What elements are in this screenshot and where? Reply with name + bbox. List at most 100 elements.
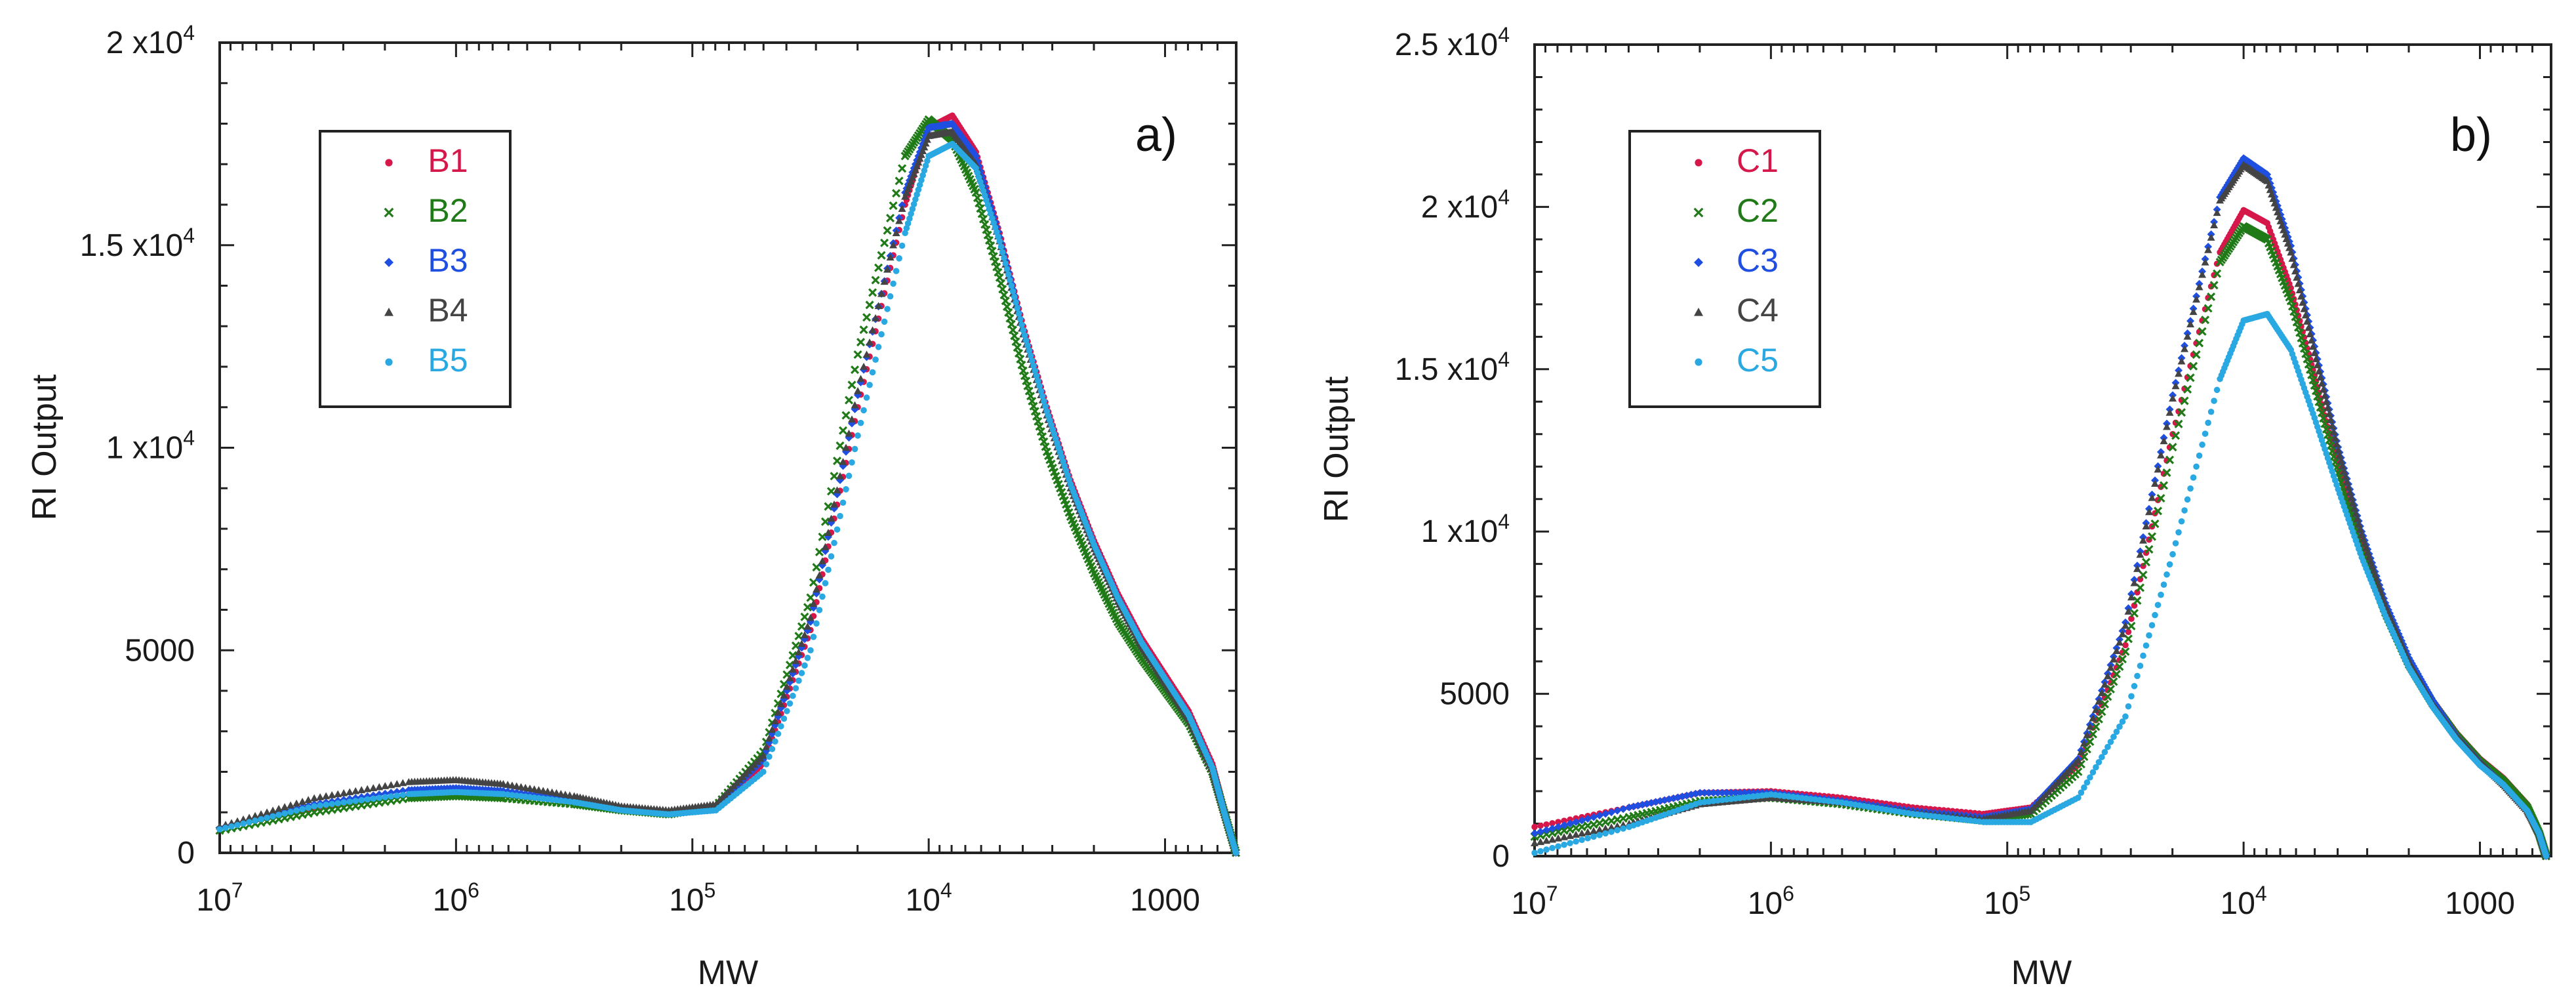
point-C4 bbox=[2284, 239, 2292, 247]
point-C5 bbox=[2131, 683, 2138, 689]
point-C4 bbox=[2169, 394, 2177, 402]
point-C5 bbox=[1561, 841, 1567, 848]
point-C4 bbox=[2213, 209, 2221, 216]
point-B2 bbox=[838, 426, 848, 435]
point-C5 bbox=[2093, 764, 2099, 771]
point-B2 bbox=[874, 263, 883, 272]
point-C4 bbox=[2171, 382, 2180, 390]
point-B4 bbox=[251, 812, 260, 819]
point-B4 bbox=[771, 717, 779, 725]
point-C3 bbox=[1714, 789, 1722, 797]
point-C4 bbox=[2163, 422, 2171, 430]
point-C4 bbox=[1560, 832, 1569, 840]
point-C4 bbox=[2279, 226, 2287, 234]
point-B5 bbox=[1039, 392, 1046, 400]
point-B2 bbox=[1010, 331, 1019, 340]
point-B5 bbox=[872, 356, 879, 363]
point-C1 bbox=[2131, 602, 2138, 609]
point-B5 bbox=[293, 807, 300, 814]
point-C4 bbox=[2362, 544, 2371, 552]
point-C4 bbox=[2368, 562, 2377, 569]
point-C4 bbox=[2347, 493, 2356, 501]
point-B5 bbox=[264, 814, 270, 821]
point-B5 bbox=[819, 593, 826, 600]
point-C4 bbox=[2282, 235, 2291, 243]
point-C4 bbox=[2139, 536, 2147, 544]
point-B2 bbox=[1013, 343, 1022, 352]
point-B5 bbox=[358, 796, 365, 804]
point-B5 bbox=[903, 225, 910, 232]
point-C4 bbox=[2266, 186, 2274, 194]
point-C2 bbox=[2115, 662, 2124, 671]
point-C3 bbox=[1718, 789, 1727, 797]
x-axis-title-a: MW bbox=[698, 954, 758, 992]
point-B5 bbox=[849, 459, 855, 466]
point-C4 bbox=[2289, 260, 2298, 268]
point-B5 bbox=[299, 806, 306, 813]
point-B4 bbox=[883, 265, 892, 273]
point-B2 bbox=[794, 632, 803, 641]
point-B5 bbox=[1232, 850, 1239, 856]
legend-label-B1: B1 bbox=[428, 142, 468, 179]
point-C5 bbox=[1620, 825, 1626, 832]
point-C4 bbox=[1531, 839, 1539, 847]
point-C4 bbox=[2275, 213, 2284, 220]
plot-frame-b bbox=[1533, 43, 2552, 857]
point-B4 bbox=[263, 808, 272, 816]
point-B4 bbox=[886, 253, 895, 261]
point-B5 bbox=[1041, 398, 1047, 405]
point-B5 bbox=[1037, 388, 1045, 394]
point-C2 bbox=[1589, 820, 1598, 829]
point-B4 bbox=[874, 302, 883, 310]
point-C4 bbox=[2334, 446, 2343, 454]
point-B5 bbox=[914, 191, 920, 198]
point-C4 bbox=[2124, 607, 2133, 615]
point-B5 bbox=[807, 647, 814, 654]
point-C4 bbox=[2285, 243, 2293, 251]
point-C5 bbox=[1608, 829, 1615, 835]
point-B4 bbox=[387, 781, 395, 789]
point-B2 bbox=[820, 517, 830, 526]
point-B4 bbox=[848, 415, 856, 423]
legend-label-C2: C2 bbox=[1737, 192, 1779, 229]
point-B5 bbox=[334, 800, 341, 807]
point-B5 bbox=[915, 186, 922, 194]
point-C5 bbox=[1573, 838, 1579, 845]
point-C4 bbox=[1548, 835, 1557, 843]
point-B5 bbox=[382, 794, 389, 800]
point-B2 bbox=[803, 603, 812, 612]
point-B5 bbox=[287, 808, 294, 815]
point-C2 bbox=[2082, 745, 2091, 754]
point-C4 bbox=[2201, 258, 2209, 266]
point-C5 bbox=[2166, 561, 2173, 568]
point-C4 bbox=[2354, 520, 2363, 527]
point-B4 bbox=[794, 648, 803, 656]
point-C5 bbox=[1567, 840, 1573, 847]
point-C3 bbox=[1537, 827, 1545, 836]
point-B5 bbox=[1024, 342, 1031, 349]
point-B2 bbox=[835, 441, 845, 450]
point-C4 bbox=[1584, 828, 1592, 836]
point-C4 bbox=[2101, 680, 2109, 688]
point-B4 bbox=[892, 229, 900, 237]
point-C2 bbox=[2153, 506, 2163, 516]
point-C3 bbox=[1619, 805, 1628, 813]
point-C2 bbox=[2207, 292, 2216, 301]
legend-label-B4: B4 bbox=[428, 292, 468, 329]
x-tick-label-4: 1000 bbox=[1130, 883, 1200, 918]
point-B5 bbox=[270, 813, 276, 820]
point-B5 bbox=[222, 825, 229, 831]
point-C4 bbox=[2106, 663, 2115, 671]
point-B4 bbox=[346, 788, 354, 796]
marks-a bbox=[215, 112, 1241, 857]
point-B4 bbox=[399, 779, 407, 787]
point-B5 bbox=[281, 810, 288, 817]
point-B5 bbox=[311, 803, 317, 810]
point-C2 bbox=[2159, 481, 2169, 490]
point-B4 bbox=[913, 162, 921, 170]
point-B5 bbox=[843, 485, 849, 493]
point-C4 bbox=[2288, 255, 2297, 262]
point-B4 bbox=[821, 543, 830, 550]
point-C1 bbox=[2122, 642, 2129, 649]
point-B2 bbox=[889, 201, 898, 211]
